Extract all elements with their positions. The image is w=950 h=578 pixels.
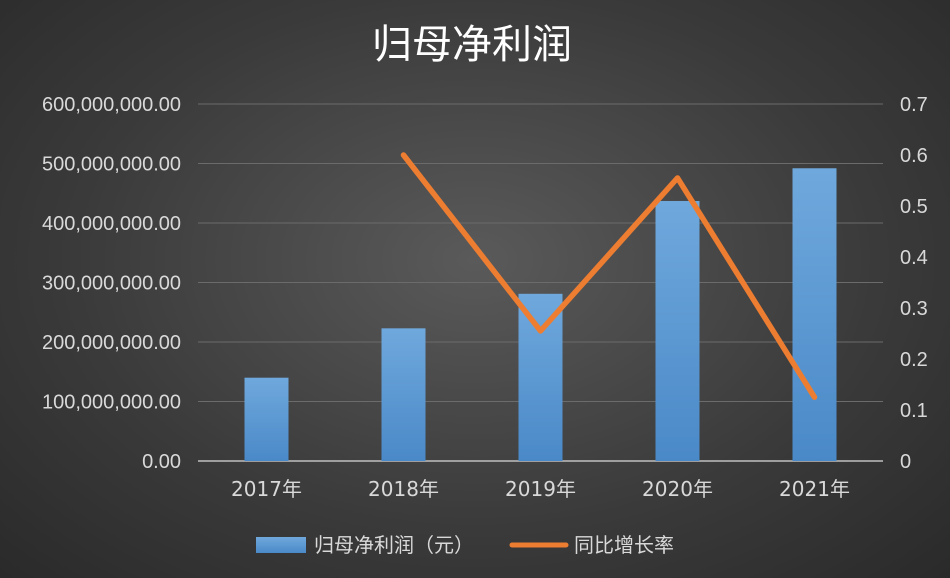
right-tick-label: 0.1 bbox=[900, 400, 928, 422]
left-tick-label: 600,000,000.00 bbox=[42, 94, 181, 116]
left-axis: 0.00 100,000,000.00 200,000,000.00 300,000,… bbox=[42, 94, 181, 473]
bar bbox=[792, 168, 837, 461]
legend: 归母净利润（元） 同比增长率 bbox=[256, 533, 674, 557]
x-tick-label: 2019年 bbox=[505, 477, 576, 501]
right-tick-label: 0.6 bbox=[900, 145, 928, 167]
x-tick-label: 2018年 bbox=[368, 477, 439, 501]
right-tick-label: 0.2 bbox=[900, 349, 928, 371]
left-tick-label: 500,000,000.00 bbox=[42, 154, 181, 176]
left-tick-label: 100,000,000.00 bbox=[42, 392, 181, 414]
growth-rate-line bbox=[400, 152, 818, 400]
right-tick-label: 0.5 bbox=[900, 196, 928, 218]
right-tick-label: 0 bbox=[900, 451, 911, 473]
bar-series bbox=[244, 168, 837, 462]
bar bbox=[655, 200, 700, 462]
left-tick-label: 400,000,000.00 bbox=[42, 213, 181, 235]
legend-bar-label: 归母净利润（元） bbox=[314, 533, 474, 557]
line-series bbox=[400, 152, 818, 400]
legend-bar-swatch bbox=[256, 537, 306, 553]
legend-line-label: 同比增长率 bbox=[574, 533, 674, 557]
x-tick-label: 2020年 bbox=[642, 477, 713, 501]
right-tick-label: 0.4 bbox=[900, 247, 928, 269]
right-axis: 0 0.1 0.2 0.3 0.4 0.5 0.6 0.7 bbox=[900, 94, 928, 473]
bar bbox=[518, 293, 563, 461]
gridlines bbox=[198, 103, 883, 462]
x-axis: 2017年 2018年 2019年 2020年 2021年 bbox=[231, 477, 850, 501]
x-tick-label: 2021年 bbox=[779, 477, 850, 501]
x-tick-label: 2017年 bbox=[231, 477, 302, 501]
chart-title: 归母净利润 bbox=[372, 22, 572, 68]
right-tick-label: 0.3 bbox=[900, 298, 928, 320]
bar bbox=[244, 377, 289, 461]
left-tick-label: 0.00 bbox=[142, 451, 181, 473]
bar bbox=[381, 328, 426, 461]
left-tick-label: 300,000,000.00 bbox=[42, 273, 181, 295]
right-tick-label: 0.7 bbox=[900, 94, 928, 116]
left-tick-label: 200,000,000.00 bbox=[42, 332, 181, 354]
